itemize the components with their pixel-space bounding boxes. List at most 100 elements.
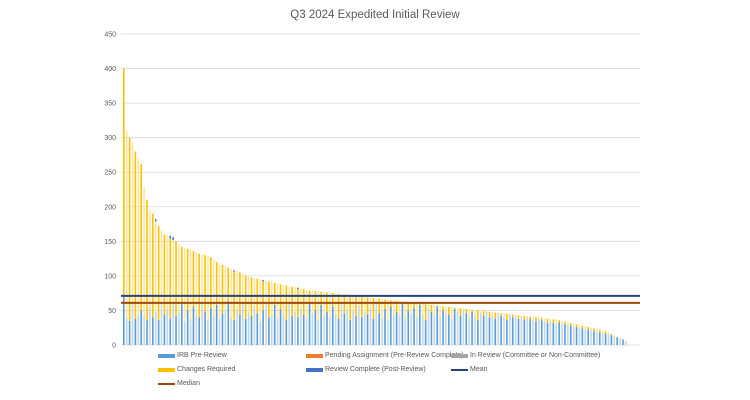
bar-irb-pre-review <box>314 310 317 345</box>
bar-irb-pre-review <box>416 317 418 345</box>
bar-stack <box>195 252 198 345</box>
bar-stack <box>569 322 572 345</box>
bar-irb-pre-review <box>152 317 154 345</box>
bar-irb-pre-review <box>189 318 192 345</box>
bar-changes-required <box>230 268 232 318</box>
y-tick-label: 450 <box>104 32 116 39</box>
bar-irb-pre-review <box>392 314 395 345</box>
bar-irb-pre-review <box>419 304 421 345</box>
bar-irb-pre-review <box>485 311 488 345</box>
bar-irb-pre-review <box>506 320 508 345</box>
bar-stack <box>137 158 140 345</box>
bar-stack <box>543 318 546 345</box>
bar-irb-pre-review <box>552 322 555 345</box>
bar-stack <box>227 267 230 345</box>
bar-changes-required <box>265 280 267 303</box>
bar-irb-pre-review <box>598 332 601 345</box>
bar-changes-required <box>419 303 421 305</box>
bar-irb-pre-review <box>337 318 340 345</box>
bar-changes-required <box>125 130 128 318</box>
bar-stack <box>587 327 589 345</box>
bar-changes-required <box>140 163 143 311</box>
bar-irb-pre-review <box>346 309 349 345</box>
bar-changes-required <box>453 307 456 310</box>
bar-changes-required <box>561 320 563 324</box>
bars <box>123 68 627 345</box>
bar-irb-pre-review <box>137 313 140 345</box>
bar-irb-pre-review <box>183 321 186 345</box>
bar-stack <box>163 234 166 345</box>
bar-stack <box>378 298 380 345</box>
bar-irb-pre-review <box>619 338 621 345</box>
bar-changes-required <box>259 279 262 322</box>
bar-irb-pre-review <box>558 322 560 345</box>
bar-irb-pre-review <box>540 320 543 345</box>
bar-irb-pre-review <box>517 318 520 345</box>
bar-irb-pre-review <box>369 307 372 345</box>
bar-changes-required <box>503 313 505 318</box>
bar-stack <box>616 336 618 345</box>
bar-irb-pre-review <box>439 317 441 345</box>
bar-irb-pre-review <box>355 315 357 345</box>
bar-irb-pre-review <box>285 320 288 345</box>
bar-stack <box>619 338 621 345</box>
bar-irb-pre-review <box>227 300 230 345</box>
bar-stack <box>448 306 450 345</box>
bar-irb-pre-review <box>169 318 172 345</box>
bar-irb-pre-review <box>424 320 427 345</box>
bar-irb-pre-review <box>192 306 195 345</box>
bar-irb-pre-review <box>561 323 563 345</box>
bar-irb-pre-review <box>404 318 407 345</box>
bar-stack <box>491 311 494 345</box>
legend-swatch <box>451 353 468 358</box>
bar-changes-required <box>363 296 366 312</box>
bar-stack <box>236 271 238 345</box>
bar-changes-required <box>355 295 357 316</box>
bar-irb-pre-review <box>143 315 145 345</box>
bar-stack <box>271 282 273 345</box>
bar-changes-required <box>189 249 192 319</box>
bar-stack <box>326 292 328 345</box>
bar-stack <box>477 310 479 345</box>
bar-stack <box>154 219 157 345</box>
bar-changes-required <box>450 306 453 319</box>
bar-stack <box>601 330 604 345</box>
bar-changes-required <box>366 297 369 315</box>
bar-irb-pre-review <box>305 318 308 345</box>
legend-swatch <box>306 353 323 358</box>
y-tick-label: 200 <box>104 204 116 211</box>
bar-stack <box>288 286 291 345</box>
bar-changes-required <box>384 299 386 310</box>
legend-item-irb-pre-review: IRB Pre-Review <box>158 352 227 359</box>
bar-irb-pre-review <box>204 311 206 345</box>
bar-stack <box>123 68 125 345</box>
bar-stack <box>215 262 218 345</box>
bar-irb-pre-review <box>514 315 517 345</box>
bar-changes-required <box>572 323 575 327</box>
bar-changes-required <box>302 289 305 315</box>
bar-irb-pre-review <box>271 314 273 345</box>
bar-changes-required <box>239 272 241 315</box>
bar-stack <box>291 286 293 345</box>
bar-changes-required <box>604 331 607 334</box>
bar-changes-required <box>317 291 320 321</box>
bar-changes-required <box>427 304 430 310</box>
bar-irb-pre-review <box>131 303 134 345</box>
bar-irb-pre-review <box>398 315 401 345</box>
bar-changes-required <box>410 302 412 314</box>
bar-irb-pre-review <box>584 329 587 345</box>
bar-changes-required <box>375 298 378 303</box>
bar-stack <box>532 316 534 345</box>
bar-changes-required <box>300 288 302 308</box>
bar-irb-pre-review <box>567 324 569 345</box>
bar-stack <box>416 302 418 345</box>
legend-label: IRB Pre-Review <box>177 352 227 359</box>
bar-changes-required <box>462 308 465 311</box>
bar-stack <box>485 311 488 345</box>
bar-stack <box>497 312 499 345</box>
bar-changes-required <box>128 137 131 321</box>
bar-changes-required <box>227 267 230 301</box>
bar-stack <box>125 130 128 345</box>
bar-changes-required <box>511 314 514 318</box>
bar-changes-required <box>146 199 148 321</box>
